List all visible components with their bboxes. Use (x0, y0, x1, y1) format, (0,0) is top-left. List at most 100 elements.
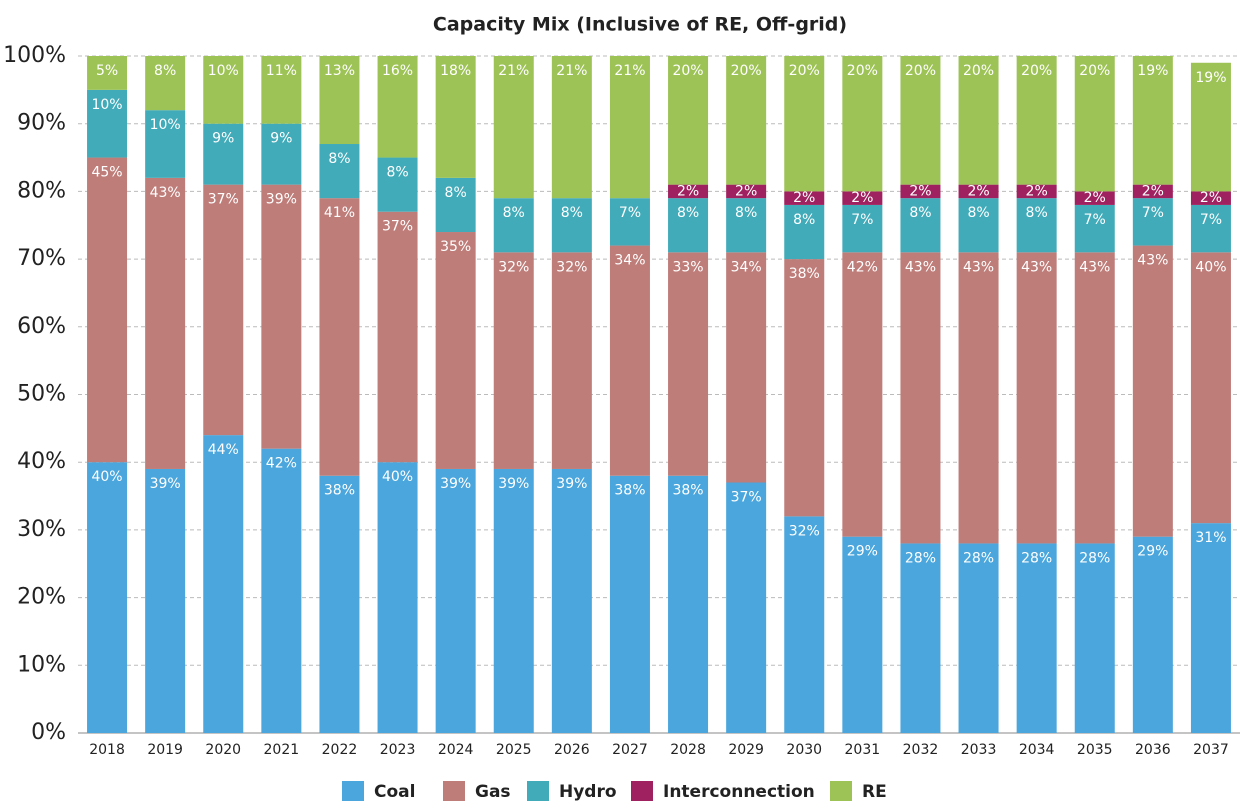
bar-segment (668, 184, 709, 199)
bar-segment (377, 157, 418, 212)
bar-segment (958, 56, 999, 185)
bar-segment (261, 184, 302, 449)
data-label: 39% (498, 476, 529, 492)
bar-segment (145, 177, 186, 469)
legend-swatch (830, 781, 852, 801)
x-tick-label: 2024 (438, 742, 474, 758)
y-tick-label: 30% (17, 517, 66, 542)
data-label: 8% (503, 205, 525, 221)
y-tick-label: 100% (3, 43, 66, 68)
data-label: 35% (440, 239, 471, 255)
data-label: 43% (1021, 259, 1052, 275)
data-label: 21% (556, 63, 587, 79)
data-label: 37% (731, 490, 762, 506)
bar-segment (1190, 523, 1231, 733)
y-tick-label: 10% (17, 652, 66, 677)
bar-segment (1190, 191, 1231, 205)
data-label: 18% (440, 63, 471, 79)
bar-segment (319, 198, 360, 476)
bar-segment (784, 516, 825, 733)
data-label: 38% (672, 483, 703, 499)
bar-segment (726, 482, 767, 733)
bar-segment (1016, 252, 1057, 544)
bar-segment (493, 468, 534, 733)
bar-segment (1016, 543, 1057, 733)
bar-segment (261, 123, 302, 185)
data-label: 39% (150, 476, 181, 492)
x-tick-label: 2037 (1193, 742, 1229, 758)
data-label: 9% (212, 131, 234, 147)
data-label: 39% (556, 476, 587, 492)
legend-label: Interconnection (663, 782, 815, 801)
bar-segment (377, 56, 418, 158)
x-tick-label: 2026 (554, 742, 590, 758)
data-label: 8% (967, 205, 989, 221)
data-label: 5% (96, 63, 118, 79)
legend-swatch (527, 781, 549, 801)
bar-segment (87, 157, 128, 463)
data-label: 2% (677, 183, 699, 199)
data-label: 34% (731, 259, 762, 275)
data-label: 7% (1142, 205, 1164, 221)
bar-segment (668, 56, 709, 185)
data-label: 9% (270, 131, 292, 147)
bar-segment (203, 435, 244, 733)
bar-segment (203, 123, 244, 185)
data-label: 43% (963, 259, 994, 275)
data-label: 8% (735, 205, 757, 221)
bar-segment (1132, 536, 1173, 733)
data-label: 13% (324, 63, 355, 79)
data-label: 8% (909, 205, 931, 221)
x-tick-label: 2032 (903, 742, 939, 758)
bar-segment (784, 259, 825, 517)
data-label: 2% (967, 183, 989, 199)
bar-segment (668, 198, 709, 253)
data-label: 32% (789, 523, 820, 539)
data-label: 19% (1195, 70, 1226, 86)
data-label: 44% (208, 442, 239, 458)
data-label: 28% (1079, 550, 1110, 566)
bar-segment (1132, 56, 1173, 185)
bar-segment (1074, 56, 1115, 192)
data-label: 33% (672, 259, 703, 275)
data-label: 45% (91, 165, 122, 181)
bar-segment (900, 184, 941, 199)
data-label: 20% (789, 63, 820, 79)
x-tick-label: 2023 (380, 742, 416, 758)
legend-swatch (342, 781, 364, 801)
bar-segment (1132, 198, 1173, 246)
x-tick-label: 2031 (845, 742, 881, 758)
bar-segment (1016, 198, 1057, 253)
bar-segment (145, 56, 186, 111)
data-label: 38% (614, 483, 645, 499)
bar-segment (726, 198, 767, 253)
data-label: 2% (1142, 183, 1164, 199)
data-label: 19% (1137, 63, 1168, 79)
data-label: 20% (1021, 63, 1052, 79)
bar-segment (319, 56, 360, 145)
data-label: 37% (382, 219, 413, 235)
bar-segment (1016, 184, 1057, 199)
legend-label: Hydro (559, 782, 617, 801)
bar-segment (842, 191, 883, 205)
data-label: 28% (963, 550, 994, 566)
bar-segment (609, 198, 650, 246)
x-tick-label: 2029 (728, 742, 764, 758)
data-label: 40% (91, 469, 122, 485)
data-label: 37% (208, 192, 239, 208)
y-tick-label: 50% (17, 382, 66, 407)
bar-segment (784, 56, 825, 192)
bar-segment (842, 536, 883, 733)
bar-segment (551, 198, 592, 253)
bar-segment (145, 110, 186, 178)
x-tick-label: 2018 (89, 742, 125, 758)
bar-segment (493, 252, 534, 469)
x-tick-label: 2034 (1019, 742, 1055, 758)
bar-segment (784, 204, 825, 260)
bar-segment (377, 211, 418, 463)
data-label: 43% (150, 185, 181, 201)
y-tick-label: 80% (17, 178, 66, 203)
bar-segment (842, 204, 883, 253)
bar-segment (1074, 543, 1115, 733)
